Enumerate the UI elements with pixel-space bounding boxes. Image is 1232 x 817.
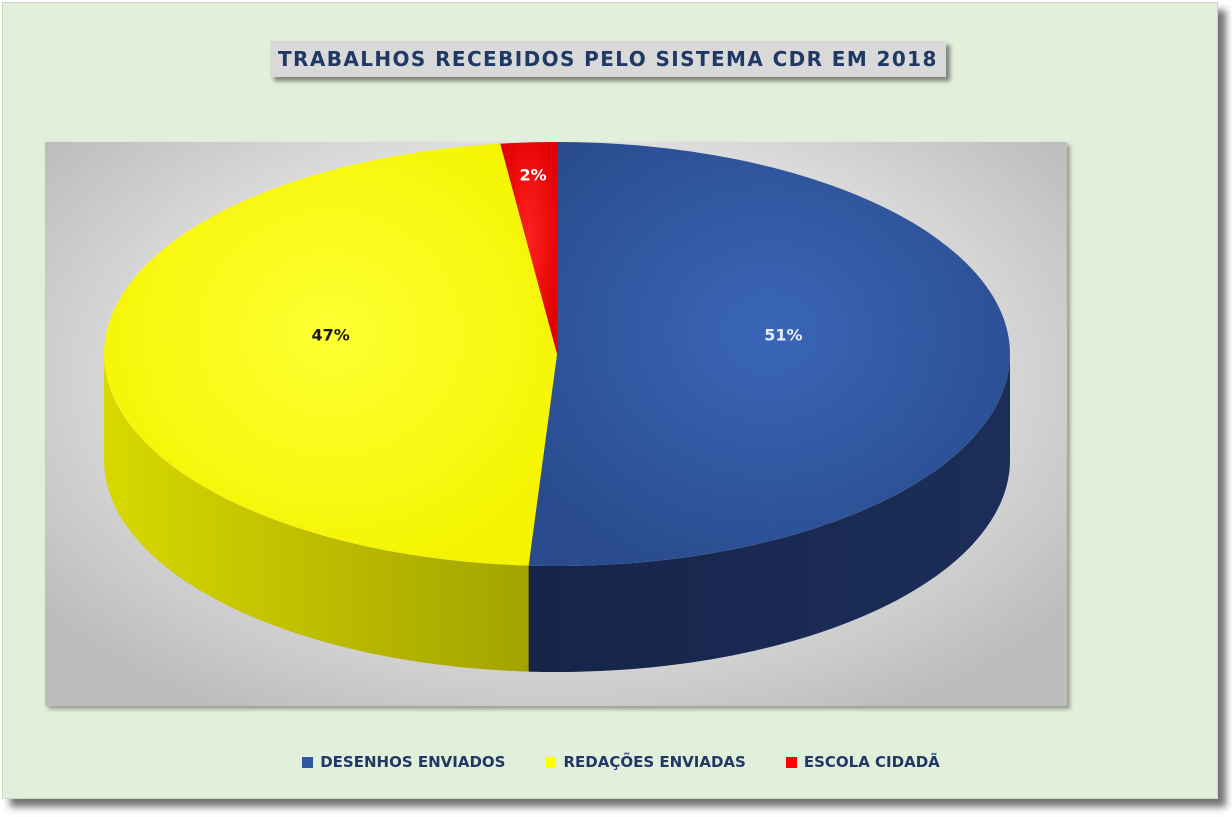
legend-swatch-desenhos bbox=[302, 756, 314, 768]
pie-slice-escola bbox=[500, 142, 557, 354]
legend-label-redacoes: REDAÇÕES ENVIADAS bbox=[563, 753, 746, 771]
legend-label-escola: ESCOLA CIDADÃ bbox=[803, 753, 940, 771]
legend-swatch-redacoes bbox=[545, 756, 557, 768]
chart-title-box: TRABALHOS RECEBIDOS PELO SISTEMA CDR EM … bbox=[270, 41, 946, 77]
pie-chart: 51% 47% 2% bbox=[104, 142, 1011, 672]
data-label-redacoes: 47% bbox=[311, 325, 349, 344]
legend-item-redacoes: REDAÇÕES ENVIADAS bbox=[545, 753, 746, 771]
legend-item-escola: ESCOLA CIDADÃ bbox=[785, 753, 940, 771]
pie-side-desenhos bbox=[528, 354, 1010, 672]
pie-side-redacoes bbox=[104, 354, 529, 672]
chart-title: TRABALHOS RECEBIDOS PELO SISTEMA CDR EM … bbox=[278, 47, 938, 71]
legend-item-desenhos: DESENHOS ENVIADOS bbox=[302, 753, 505, 771]
plot-area: 51% 47% 2% bbox=[45, 142, 1067, 706]
legend: DESENHOS ENVIADOS REDAÇÕES ENVIADAS ESCO… bbox=[0, 753, 1232, 771]
data-label-escola: 2% bbox=[520, 165, 547, 184]
legend-label-desenhos: DESENHOS ENVIADOS bbox=[320, 753, 506, 771]
data-label-desenhos: 51% bbox=[764, 325, 802, 344]
legend-swatch-escola bbox=[785, 756, 797, 768]
pie-slice-redacoes bbox=[104, 143, 557, 566]
pie-slice-desenhos bbox=[528, 142, 1011, 566]
